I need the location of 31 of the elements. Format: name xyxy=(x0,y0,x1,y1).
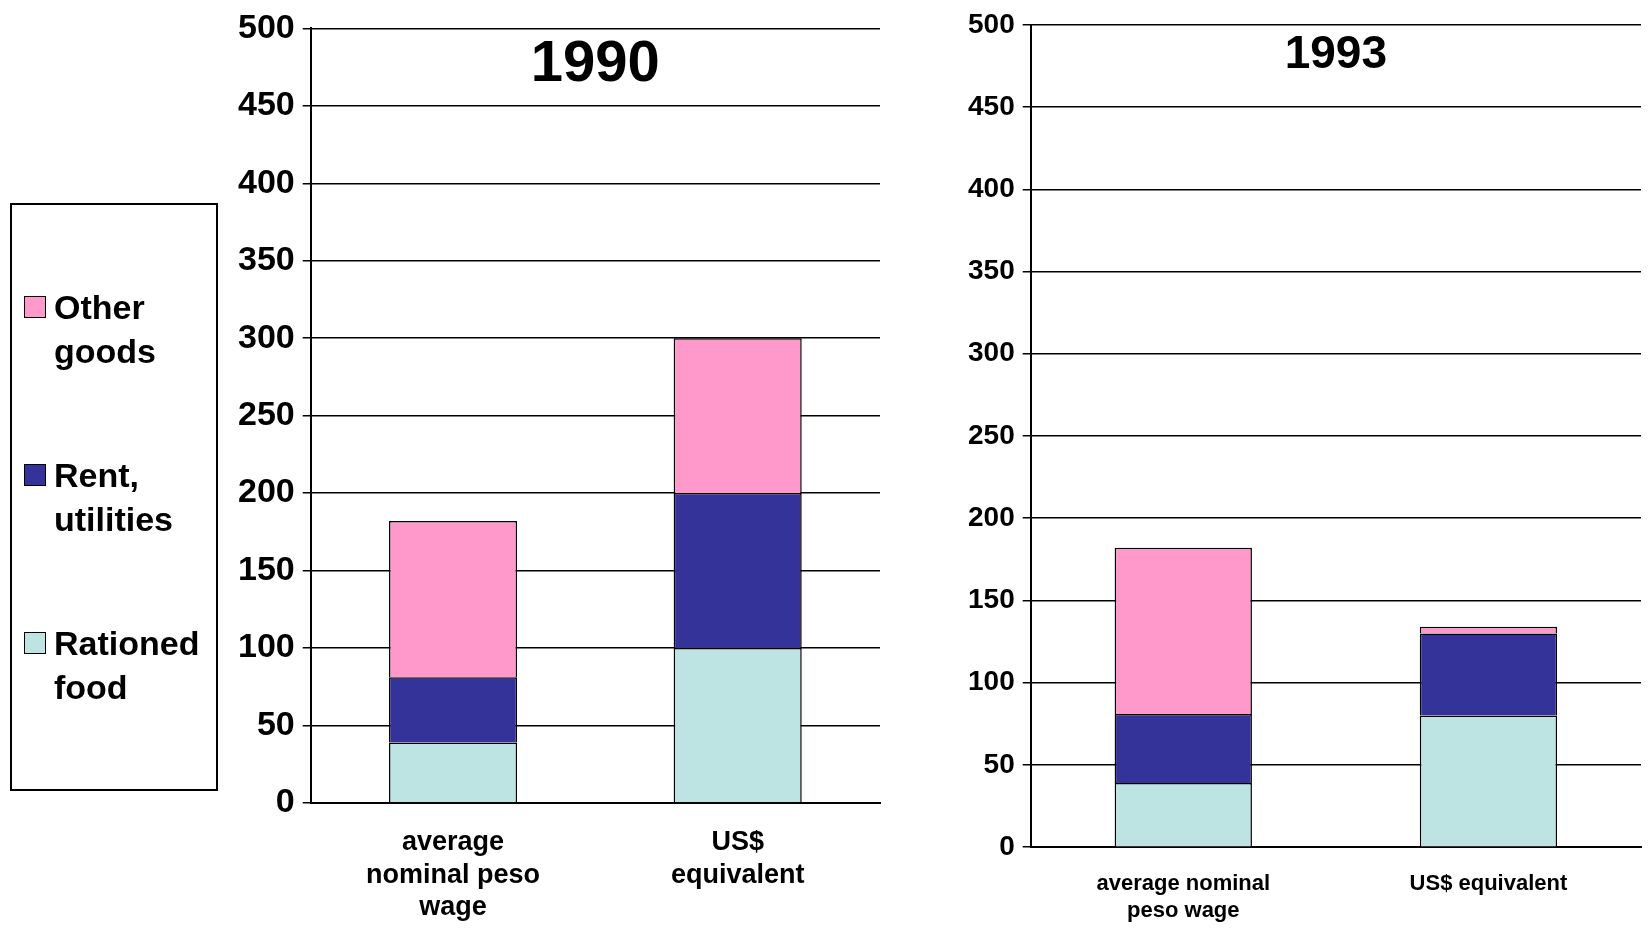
y-tick-label: 100 xyxy=(237,626,295,665)
y-tick-label: 300 xyxy=(968,336,1015,368)
y-tick-label: 350 xyxy=(237,239,295,278)
x-tick-label: average nominal peso wage xyxy=(1096,870,1271,922)
legend-label: Other goods xyxy=(54,287,157,372)
y-tick-label: 400 xyxy=(237,161,295,200)
y-tick-label: 50 xyxy=(256,703,295,742)
y-tick-label: 150 xyxy=(968,583,1015,615)
y-tick-label: 500 xyxy=(968,7,1015,39)
y-tick-label: 300 xyxy=(237,316,295,355)
y-tick-label: 0 xyxy=(275,781,295,820)
y-tick-label: 250 xyxy=(968,418,1015,450)
y-tick-label: 500 xyxy=(237,6,295,45)
y-tick-label: 150 xyxy=(237,548,295,587)
y-tick-label: 450 xyxy=(237,84,295,123)
chart-title: 1990 xyxy=(530,28,660,94)
y-tick-label: 200 xyxy=(968,500,1015,532)
y-tick-label: 350 xyxy=(968,254,1015,286)
x-tick-label: US$ equivalent xyxy=(670,826,805,889)
y-tick-label: 450 xyxy=(968,89,1015,121)
legend-label: Rent, utilities xyxy=(54,455,175,540)
chart-title: 1993 xyxy=(1284,26,1388,79)
y-tick-label: 250 xyxy=(237,393,295,432)
x-tick-label: average nominal peso wage xyxy=(366,826,541,922)
y-tick-label: 100 xyxy=(968,665,1015,697)
y-tick-label: 0 xyxy=(999,829,1015,861)
y-tick-label: 200 xyxy=(237,471,295,510)
y-tick-label: 50 xyxy=(983,747,1015,779)
x-tick-label: US$ equivalent xyxy=(1409,870,1568,896)
legend-label: Rationed food xyxy=(54,623,201,708)
y-tick-label: 400 xyxy=(968,172,1015,203)
